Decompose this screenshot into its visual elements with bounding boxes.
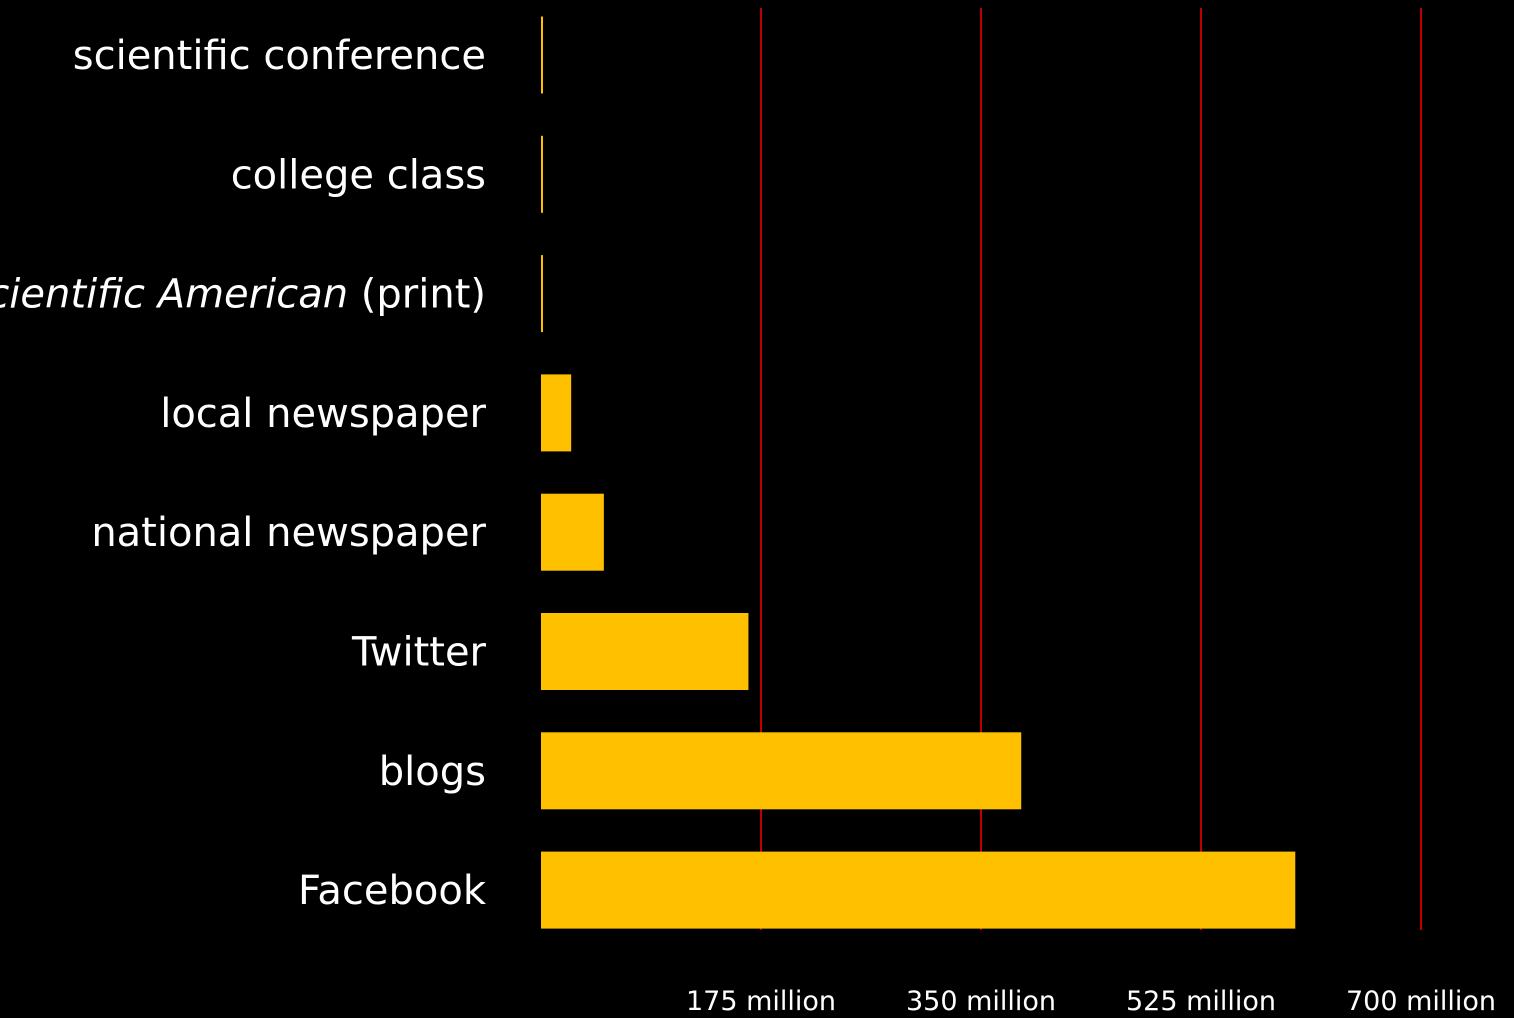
bar (541, 135, 543, 213)
bars (541, 16, 1296, 929)
bar (541, 493, 604, 571)
x-tick-label: 350 million (906, 986, 1056, 1017)
category-label: local newspaper (160, 391, 486, 437)
bar (541, 255, 543, 333)
x-tick-label: 700 million (1346, 986, 1496, 1017)
category-label: blogs (379, 749, 486, 795)
category-label-italic: Scientific American (0, 272, 348, 318)
bar (541, 732, 1022, 810)
category-label: national newspaper (91, 510, 486, 556)
bar (541, 374, 572, 452)
bar (541, 16, 543, 94)
category-labels: scientific conference college class Scient… (0, 33, 487, 914)
category-label: Twitter (351, 630, 487, 676)
category-label: Scientific American (print) (0, 272, 486, 318)
category-label-rest: (print) (348, 272, 486, 318)
category-label: college class (231, 152, 486, 198)
bar (541, 851, 1296, 929)
category-label: Facebook (298, 868, 487, 914)
x-axis-ticks: 175 million 350 million 525 million 700 mil… (686, 986, 1496, 1017)
category-label: scientific conference (73, 33, 486, 79)
x-tick-label: 175 million (686, 986, 836, 1017)
x-tick-label: 525 million (1126, 986, 1276, 1017)
bar (541, 613, 749, 690)
